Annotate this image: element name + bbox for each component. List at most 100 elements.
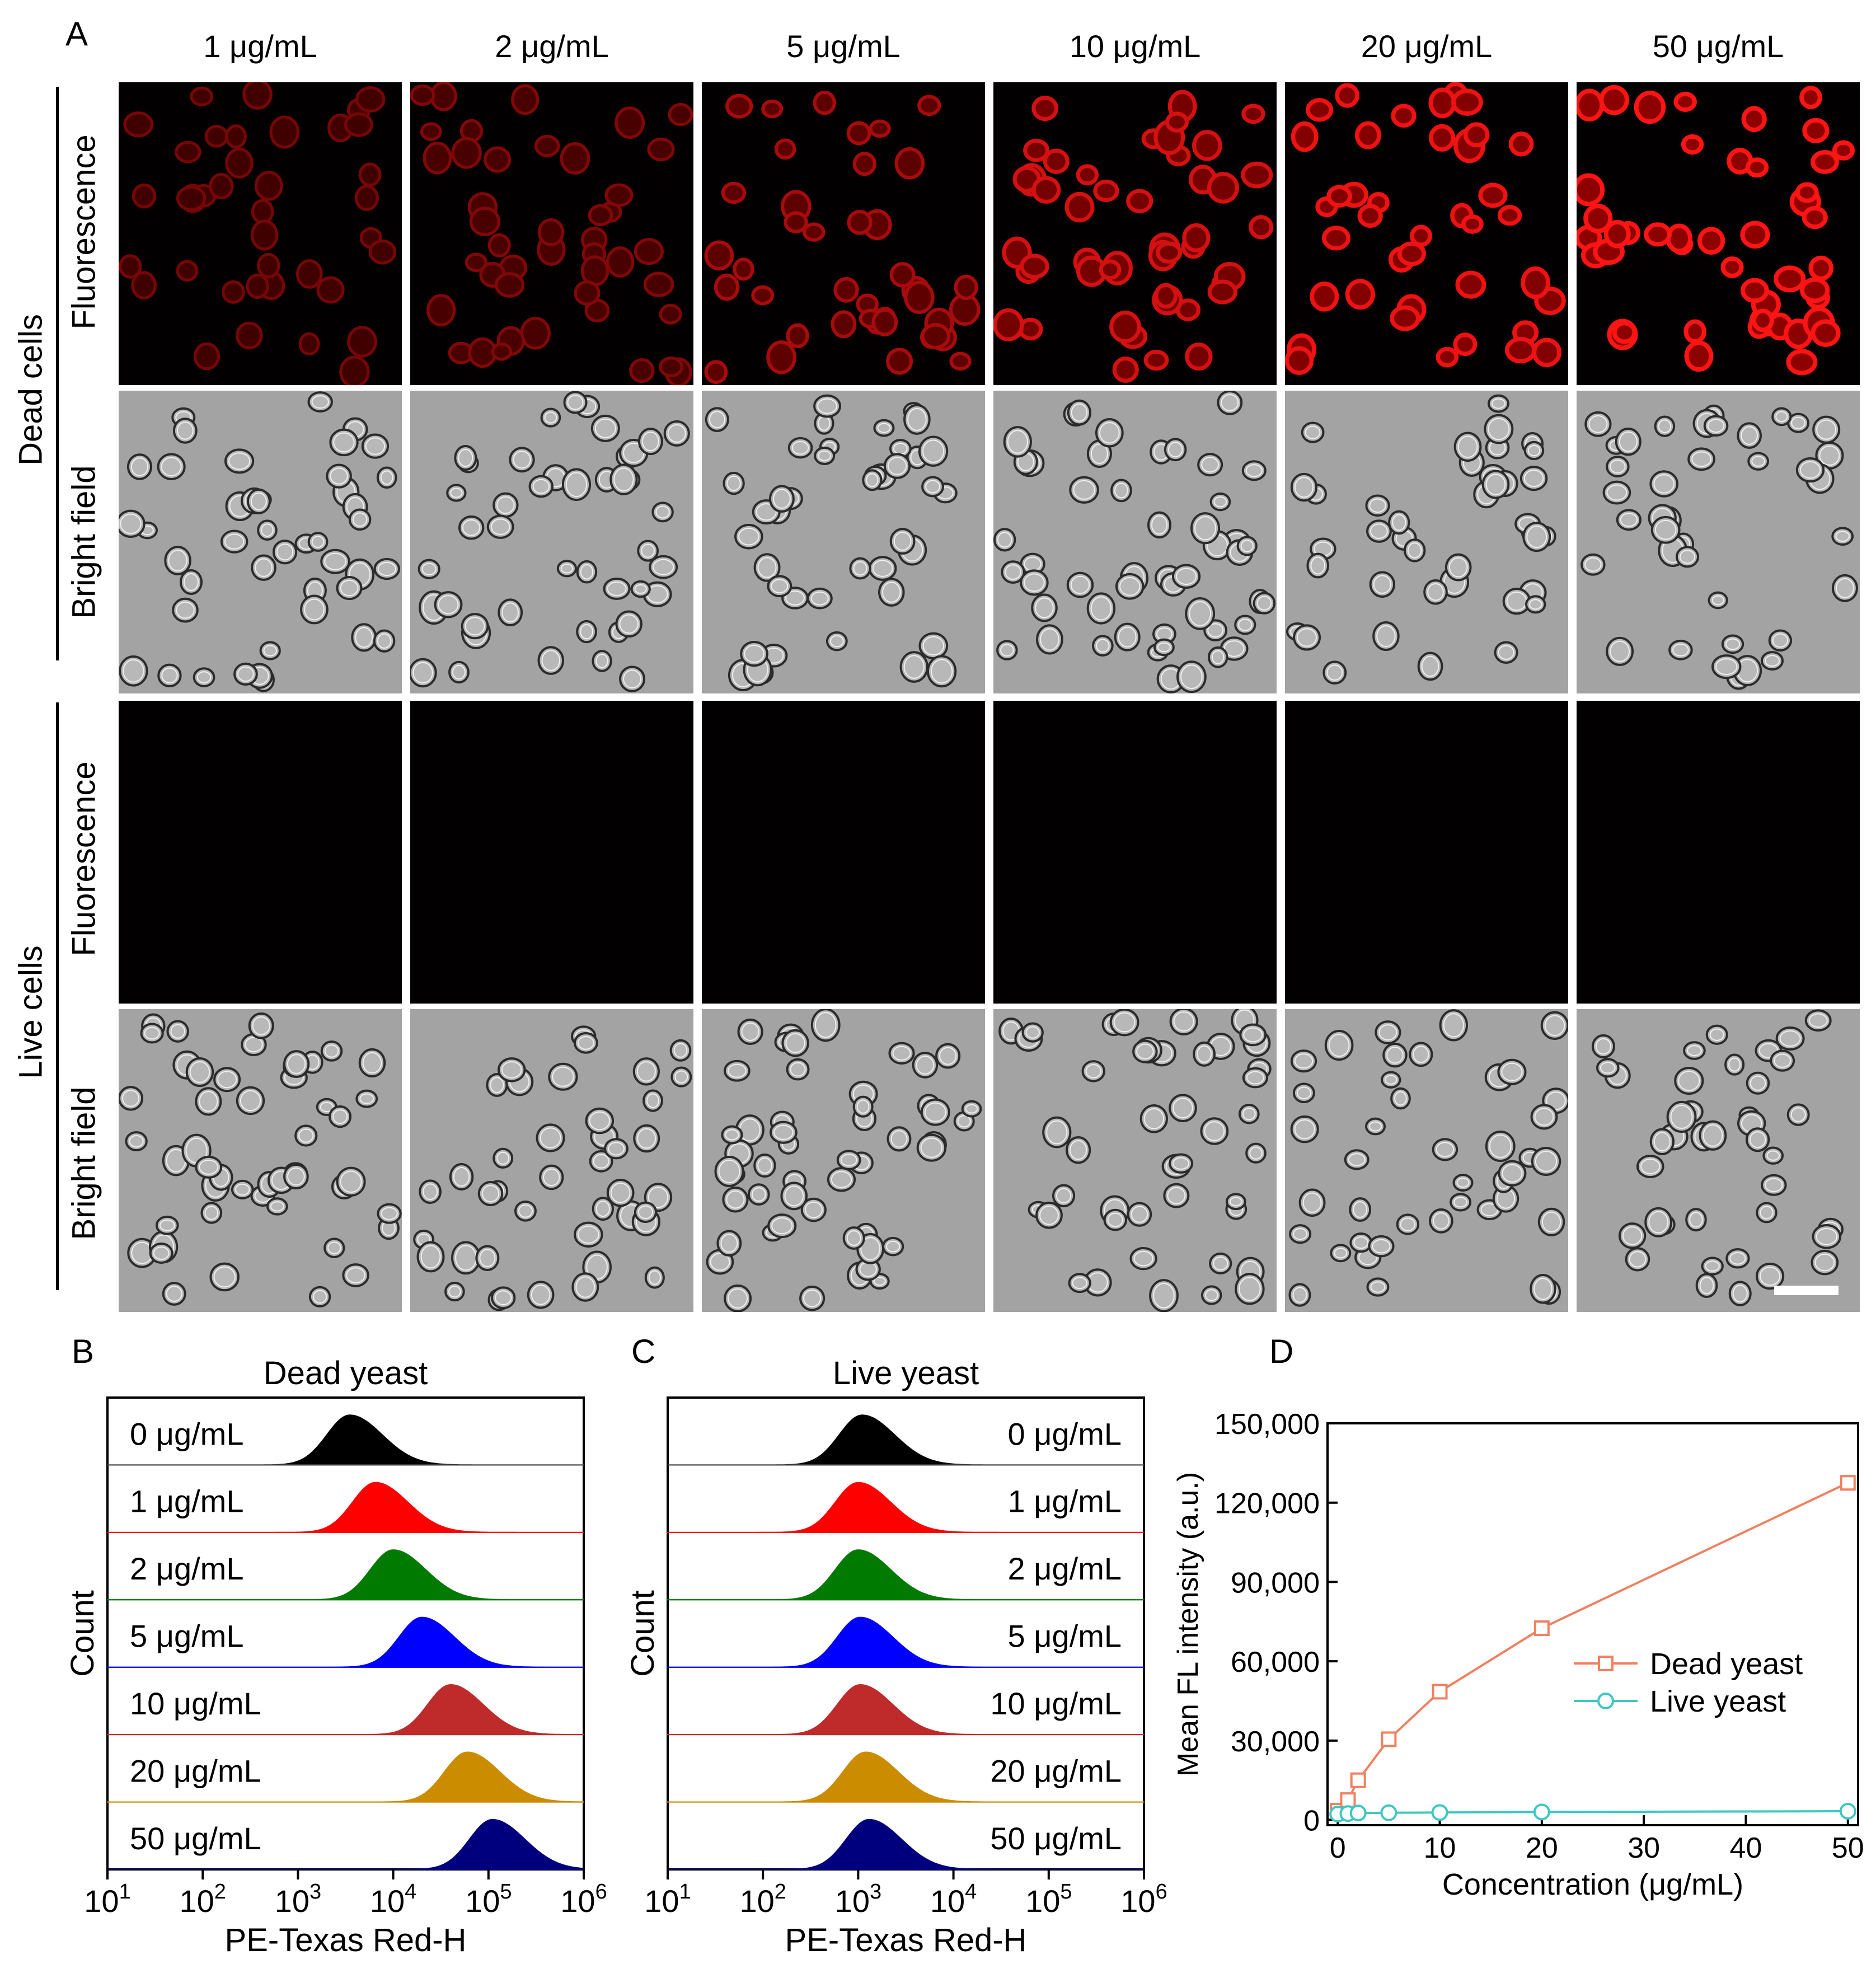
- cell-inner: [199, 1159, 219, 1175]
- cell-inner: [771, 1217, 793, 1235]
- cell-inner: [381, 1207, 398, 1220]
- panel-label-a: A: [65, 15, 88, 53]
- cell-inner: [785, 590, 805, 606]
- cell-inner: [355, 627, 373, 648]
- data-point: [1431, 1804, 1448, 1821]
- cell-inner: [544, 411, 557, 424]
- cell-inner: [1242, 1108, 1256, 1121]
- cell-inner: [907, 407, 927, 431]
- cell-fluorescence: [1390, 305, 1420, 331]
- y-axis-label: Count: [627, 1590, 661, 1677]
- data-point: [1381, 1731, 1397, 1747]
- cell-fluorescence: [1031, 176, 1061, 204]
- cell-inner: [756, 503, 777, 521]
- live-fluorescence-image-6: [1577, 701, 1860, 1004]
- cell-outline: [1724, 1053, 1745, 1076]
- live-bright-field-image-6: [1577, 1009, 1860, 1312]
- cell-inner: [1457, 435, 1478, 458]
- cell-fluorescence: [1532, 338, 1561, 367]
- cell-inner: [1194, 516, 1217, 541]
- cell-outline: [1365, 1117, 1386, 1136]
- cell-inner: [377, 561, 396, 576]
- cell-outline: [630, 580, 651, 598]
- cell-outline: [376, 466, 397, 489]
- cell-fluorescence: [1126, 189, 1153, 213]
- cell-inner: [872, 560, 893, 577]
- cell-fluorescence: [1241, 104, 1265, 124]
- cell-inner: [648, 1270, 661, 1285]
- cell-fluorescence: [1285, 346, 1314, 375]
- cell-inner: [1672, 643, 1689, 657]
- x-tick-label: 10: [1424, 1832, 1456, 1864]
- cell-inner: [287, 1167, 305, 1186]
- dead-bright-field-image-5: [1285, 391, 1568, 693]
- cell-inner: [610, 1182, 631, 1203]
- x-tick-label: 106: [560, 1880, 607, 1919]
- cell-inner: [594, 418, 616, 438]
- cell-outline: [1705, 1024, 1728, 1045]
- cell-outline: [918, 435, 949, 467]
- cell-fluorescence: [347, 326, 377, 358]
- cell-fluorescence: [420, 122, 442, 141]
- cell-fluorescence: [761, 99, 784, 119]
- cell-inner: [957, 1115, 971, 1128]
- cell-outline: [257, 519, 278, 541]
- cell-fluorescence: [833, 277, 859, 303]
- cell-fluorescence: [704, 360, 728, 385]
- histogram-label: 0 μg/mL: [1008, 1416, 1122, 1451]
- cell-outline: [899, 651, 928, 683]
- cell-fluorescence: [123, 111, 154, 138]
- cell-inner: [1213, 496, 1227, 508]
- cell-fluorescence: [1577, 88, 1605, 122]
- cell-fluorescence: [1681, 134, 1704, 155]
- cell-inner: [890, 1130, 908, 1148]
- cell-outline: [1654, 415, 1676, 437]
- cell-fluorescence: [1207, 172, 1239, 204]
- column-header-6: 50 μg/mL: [1652, 29, 1784, 64]
- cell-inner: [1654, 519, 1677, 540]
- cell-inner: [1072, 1277, 1087, 1290]
- cell-inner: [925, 480, 940, 494]
- cell-inner: [462, 519, 481, 536]
- cell-inner: [1709, 1028, 1724, 1041]
- dead-fluorescence-image-2: [410, 82, 693, 385]
- x-axis-label: Concentration (μg/mL): [1442, 1868, 1743, 1901]
- cell-inner: [580, 624, 593, 640]
- cell-inner: [237, 666, 254, 682]
- cell-fluorescence: [917, 95, 941, 116]
- panel-label-b: B: [72, 1333, 95, 1370]
- cell-inner: [1678, 1070, 1700, 1091]
- cell-inner: [726, 1190, 745, 1209]
- cell-outline: [355, 1089, 378, 1108]
- cell-inner: [1201, 457, 1220, 473]
- cell-inner: [1221, 393, 1239, 411]
- cell-inner: [1070, 1140, 1087, 1160]
- cell-inner: [421, 563, 437, 575]
- cell-inner: [1523, 470, 1544, 488]
- cell-inner: [784, 1185, 804, 1207]
- cell-outline: [609, 463, 638, 495]
- cell-fluorescence: [430, 82, 457, 111]
- cell-fluorescence: [520, 316, 551, 350]
- dead-fluorescence-image-4: [993, 82, 1277, 385]
- cell-inner: [450, 488, 463, 498]
- cell-inner: [1526, 526, 1547, 549]
- cell-inner: [541, 650, 561, 671]
- cell-outline: [444, 1282, 465, 1302]
- cell-inner: [465, 617, 485, 636]
- cell-fluorescence: [954, 274, 978, 300]
- cell-outline: [1831, 527, 1854, 546]
- cell-inner: [1779, 1030, 1801, 1047]
- cell-inner: [623, 669, 642, 688]
- cell-inner: [641, 543, 655, 558]
- cell-fluorescence: [1740, 221, 1770, 249]
- cell-inner: [1705, 1260, 1720, 1272]
- cell-outline: [1701, 1257, 1724, 1276]
- cell-fluorescence: [354, 185, 379, 211]
- cell-inner: [560, 564, 574, 574]
- cell-fluorescence: [1335, 83, 1359, 108]
- cell-inner: [501, 602, 519, 623]
- cell-fluorescence: [410, 84, 435, 106]
- x-tick-label: 102: [739, 1880, 786, 1919]
- cell-inner: [365, 437, 386, 455]
